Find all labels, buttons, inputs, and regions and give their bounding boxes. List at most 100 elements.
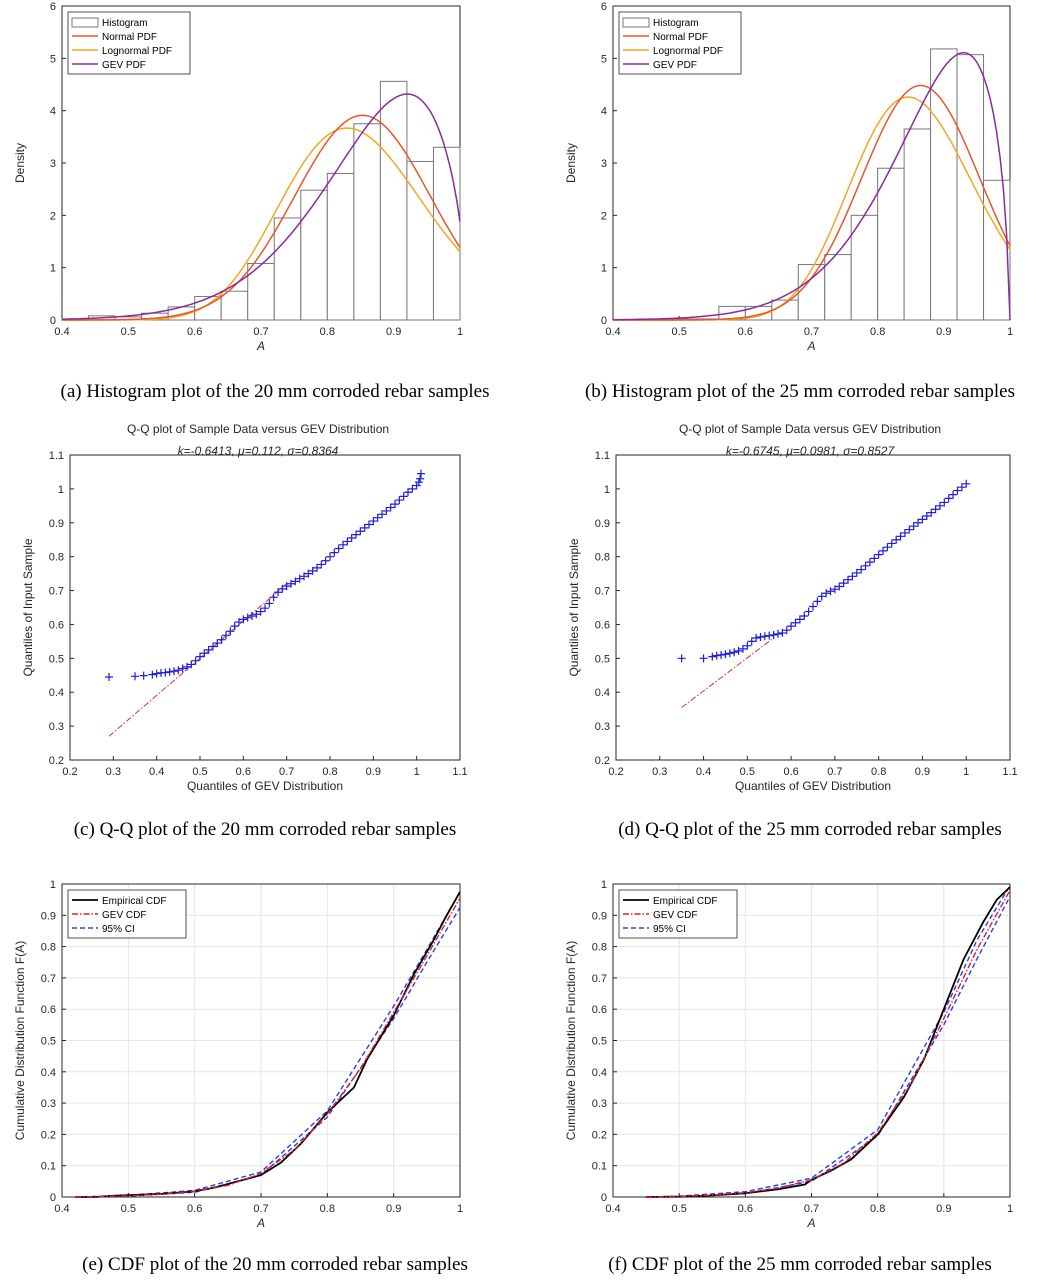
- qq-point: [765, 631, 774, 640]
- x-tick-label: 0.9: [386, 1203, 401, 1215]
- x-tick-label: 1: [1007, 326, 1013, 338]
- histogram-bar: [877, 167, 905, 321]
- plot-subtitle: k=-0.6413, μ=0.112, σ=0.8364: [178, 444, 339, 458]
- qq-point: [962, 479, 971, 488]
- panel-caption: (c) Q-Q plot of the 20 mm corroded rebar…: [74, 819, 457, 840]
- qq-point: [813, 597, 822, 606]
- qq-point: [226, 627, 235, 636]
- x-tick-label: 0.4: [605, 1203, 620, 1215]
- qq-point: [222, 631, 230, 640]
- qq-point: [334, 544, 343, 553]
- qq-point: [677, 654, 686, 663]
- qq-point: [861, 561, 870, 570]
- qq-point: [196, 652, 204, 661]
- qq-point: [386, 503, 395, 512]
- qq-point: [161, 668, 170, 677]
- qq-point: [844, 575, 853, 584]
- legend-label: GEV CDF: [653, 910, 697, 921]
- qq-point: [822, 589, 831, 598]
- panel-caption: (a) Histogram plot of the 20 mm corroded…: [61, 381, 490, 402]
- x-tick-label: 0.6: [738, 1203, 753, 1215]
- y-tick-label: 0.9: [49, 518, 64, 530]
- x-axis-label: Quantiles of GEV Distribution: [735, 779, 891, 793]
- x-tick-label: 1: [457, 326, 463, 338]
- qq-point: [721, 650, 730, 659]
- qq-point: [239, 615, 248, 624]
- qq-point: [356, 527, 365, 536]
- qq-point: [248, 611, 256, 620]
- qq-point: [918, 515, 927, 524]
- histogram-bar: [406, 160, 434, 321]
- qq-point: [957, 483, 966, 492]
- x-tick-label: 0.4: [54, 1203, 69, 1215]
- x-tick-label: 0.5: [192, 766, 207, 778]
- y-tick-label: 0.4: [592, 1067, 607, 1079]
- qq-point: [352, 530, 360, 539]
- qq-point: [896, 532, 905, 541]
- histogram-bar: [824, 254, 852, 321]
- qq-point: [300, 572, 308, 581]
- x-tick-label: 0.3: [652, 766, 667, 778]
- panel-b: 0.4 0.5 0.6 0.7 0.8 0.9 1 0 1 2 3 4 5 6 A Density Histog…: [564, 1, 1015, 402]
- legend-label: GEV PDF: [653, 60, 697, 71]
- y-tick-label: 4: [601, 106, 607, 118]
- qq-point: [326, 552, 334, 561]
- x-tick-label: 0.8: [870, 326, 885, 338]
- qq-point: [330, 548, 339, 557]
- x-tick-label: 0.9: [936, 326, 951, 338]
- x-axis-label: A: [806, 1216, 815, 1230]
- qq-point: [278, 584, 287, 593]
- qq-point: [791, 618, 800, 627]
- qq-point: [378, 510, 386, 519]
- qq-point: [712, 651, 721, 660]
- y-tick-label: 0.7: [595, 586, 610, 598]
- qq-point: [725, 649, 734, 658]
- qq-point: [708, 652, 717, 661]
- qq-point: [835, 582, 844, 591]
- x-tick-label: 0.6: [783, 766, 798, 778]
- gev-pdf-curve: [61, 93, 461, 320]
- qq-point: [178, 664, 187, 673]
- y-tick-label: 1.1: [49, 450, 64, 462]
- panel-caption: (d) Q-Q plot of the 25 mm corroded rebar…: [618, 819, 1002, 840]
- panel-d: 0.2 0.3 0.4 0.5 0.6 0.7 0.8 0.9 1 1.1 0.2 0.3 0.4 0.5…: [567, 422, 1018, 840]
- legend-label: GEV PDF: [102, 60, 146, 71]
- y-tick-label: 1.1: [595, 450, 610, 462]
- y-tick-label: 2: [50, 210, 56, 222]
- qq-point: [874, 550, 883, 559]
- y-tick-label: 0.2: [41, 1129, 56, 1141]
- reference-line: [108, 583, 287, 737]
- y-tick-label: 3: [50, 158, 56, 170]
- y-tick-label: 0: [601, 315, 607, 327]
- y-tick-label: 0.8: [595, 552, 610, 564]
- qq-point: [839, 579, 848, 588]
- qq-point: [782, 626, 791, 635]
- x-axis-label: A: [256, 1216, 265, 1230]
- qq-point: [373, 513, 382, 522]
- y-axis-label: Quantiles of Input Sample: [21, 538, 35, 676]
- qq-point: [170, 667, 178, 676]
- qq-point: [699, 654, 708, 663]
- x-tick-label: 0.4: [696, 766, 711, 778]
- y-tick-label: 0.5: [41, 1036, 56, 1048]
- qq-point: [230, 622, 239, 631]
- legend-label: Empirical CDF: [102, 896, 166, 907]
- qq-point: [391, 500, 399, 509]
- legend-swatch: [622, 17, 650, 28]
- axes-box: [615, 454, 1011, 761]
- qq-point: [738, 644, 747, 653]
- normal-pdf-curve: [62, 114, 461, 321]
- qq-point: [313, 563, 321, 572]
- qq-point: [187, 660, 196, 669]
- qq-point: [217, 635, 226, 644]
- qq-point: [408, 484, 417, 493]
- x-tick-label: 0.5: [672, 326, 687, 338]
- qq-point: [927, 508, 936, 517]
- qq-point: [909, 522, 918, 531]
- qq-point: [883, 543, 892, 552]
- qq-point: [817, 592, 826, 601]
- y-tick-label: 0.8: [592, 942, 607, 954]
- y-tick-label: 0.6: [592, 1004, 607, 1016]
- histogram-bar: [220, 290, 249, 321]
